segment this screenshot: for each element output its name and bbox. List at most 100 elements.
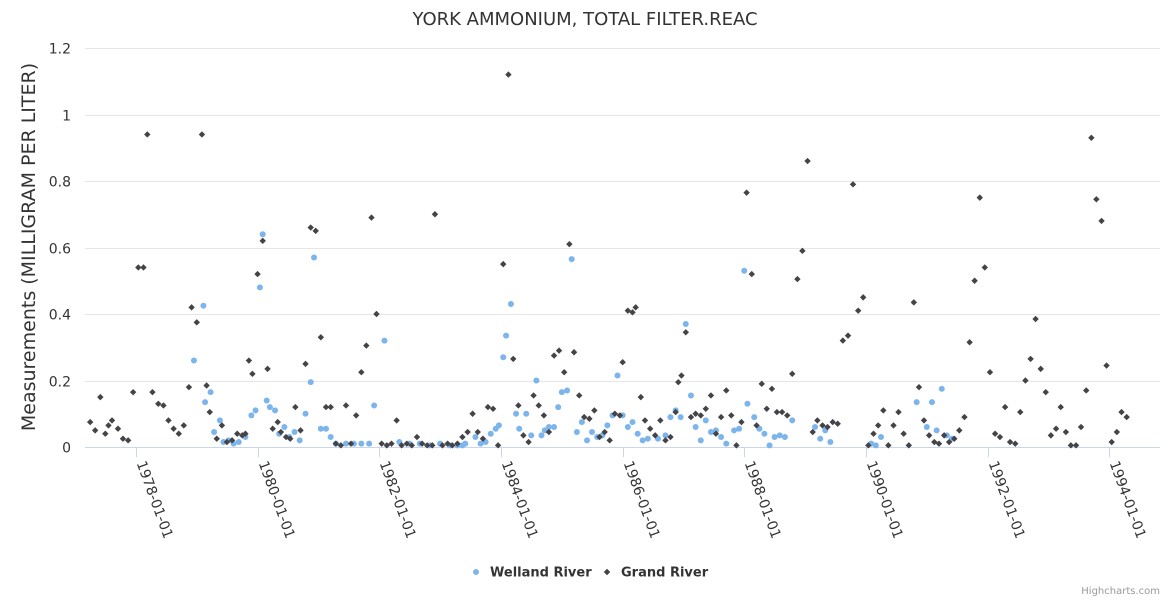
- data-point[interactable]: [550, 352, 558, 359]
- data-point[interactable]: [469, 410, 476, 417]
- data-point[interactable]: [629, 309, 636, 316]
- data-point[interactable]: [584, 437, 591, 444]
- data-point[interactable]: [578, 419, 585, 426]
- data-point[interactable]: [794, 275, 801, 283]
- data-point[interactable]: [1042, 388, 1049, 396]
- data-point[interactable]: [611, 410, 619, 417]
- data-point[interactable]: [789, 417, 796, 424]
- data-point[interactable]: [768, 385, 776, 393]
- data-point[interactable]: [657, 417, 664, 424]
- data-point[interactable]: [462, 440, 469, 447]
- data-point[interactable]: [923, 424, 930, 431]
- data-point[interactable]: [1072, 442, 1080, 449]
- data-point[interactable]: [302, 410, 309, 417]
- data-point[interactable]: [1052, 425, 1060, 432]
- data-point[interactable]: [639, 437, 646, 444]
- data-point[interactable]: [744, 400, 751, 407]
- data-point[interactable]: [568, 256, 575, 263]
- data-point[interactable]: [672, 408, 679, 416]
- data-point[interactable]: [545, 428, 553, 436]
- data-point[interactable]: [733, 442, 740, 449]
- data-point[interactable]: [731, 427, 738, 434]
- data-point[interactable]: [910, 299, 918, 306]
- data-point[interactable]: [337, 442, 345, 449]
- data-point[interactable]: [91, 427, 99, 434]
- data-point[interactable]: [738, 418, 745, 426]
- data-point[interactable]: [687, 413, 695, 421]
- data-point[interactable]: [1093, 196, 1100, 203]
- data-point[interactable]: [859, 294, 867, 301]
- data-point[interactable]: [692, 424, 699, 431]
- data-point[interactable]: [771, 434, 778, 441]
- data-point[interactable]: [692, 410, 699, 417]
- data-point[interactable]: [986, 368, 994, 376]
- data-point[interactable]: [874, 422, 882, 429]
- data-point[interactable]: [185, 383, 193, 391]
- data-point[interactable]: [678, 372, 685, 379]
- data-point[interactable]: [641, 417, 649, 424]
- data-point[interactable]: [1032, 315, 1039, 323]
- data-point[interactable]: [616, 412, 624, 419]
- data-point[interactable]: [144, 131, 151, 138]
- data-point[interactable]: [373, 310, 380, 318]
- data-point[interactable]: [702, 405, 709, 412]
- data-point[interactable]: [865, 442, 872, 449]
- data-point[interactable]: [1118, 408, 1125, 416]
- data-point[interactable]: [464, 428, 471, 436]
- data-point[interactable]: [160, 402, 167, 409]
- data-point[interactable]: [102, 430, 109, 437]
- data-point[interactable]: [702, 417, 709, 424]
- data-point[interactable]: [824, 423, 831, 431]
- data-point[interactable]: [297, 427, 304, 434]
- data-point[interactable]: [515, 402, 522, 409]
- data-point[interactable]: [682, 320, 689, 327]
- data-point[interactable]: [1037, 365, 1044, 373]
- data-point[interactable]: [570, 349, 578, 356]
- data-point[interactable]: [707, 429, 714, 436]
- data-point[interactable]: [418, 440, 426, 447]
- data-point[interactable]: [119, 435, 127, 442]
- data-point[interactable]: [200, 302, 207, 309]
- data-point[interactable]: [129, 388, 137, 396]
- data-point[interactable]: [202, 399, 209, 406]
- data-point[interactable]: [248, 412, 255, 419]
- data-point[interactable]: [358, 368, 365, 376]
- data-point[interactable]: [249, 370, 256, 378]
- data-point[interactable]: [198, 131, 206, 138]
- data-point[interactable]: [513, 410, 520, 417]
- data-point[interactable]: [591, 407, 598, 414]
- data-point[interactable]: [203, 382, 210, 389]
- data-point[interactable]: [776, 432, 783, 439]
- data-point[interactable]: [728, 412, 735, 419]
- data-point[interactable]: [632, 304, 639, 311]
- data-point[interactable]: [213, 435, 220, 442]
- data-point[interactable]: [423, 442, 431, 449]
- data-point[interactable]: [307, 379, 314, 386]
- data-point[interactable]: [1098, 217, 1105, 225]
- data-point[interactable]: [606, 437, 613, 444]
- data-point[interactable]: [781, 434, 788, 441]
- data-point[interactable]: [520, 432, 527, 439]
- data-point[interactable]: [687, 392, 694, 399]
- data-point[interactable]: [717, 413, 725, 421]
- data-point[interactable]: [1067, 442, 1075, 449]
- data-point[interactable]: [140, 264, 147, 271]
- data-point[interactable]: [812, 424, 819, 431]
- data-point[interactable]: [403, 440, 411, 447]
- data-point[interactable]: [307, 224, 314, 231]
- data-point[interactable]: [266, 404, 273, 411]
- data-point[interactable]: [292, 403, 299, 411]
- data-point[interactable]: [829, 418, 836, 426]
- data-point[interactable]: [834, 420, 841, 427]
- data-point[interactable]: [646, 425, 654, 432]
- data-point[interactable]: [252, 407, 259, 414]
- data-point[interactable]: [976, 194, 983, 201]
- data-point[interactable]: [97, 393, 104, 401]
- data-point[interactable]: [844, 332, 852, 339]
- data-point[interactable]: [580, 413, 588, 421]
- data-point[interactable]: [180, 422, 187, 429]
- data-point[interactable]: [398, 442, 405, 449]
- data-point[interactable]: [789, 370, 796, 378]
- data-point[interactable]: [1108, 438, 1115, 446]
- data-point[interactable]: [1017, 408, 1024, 416]
